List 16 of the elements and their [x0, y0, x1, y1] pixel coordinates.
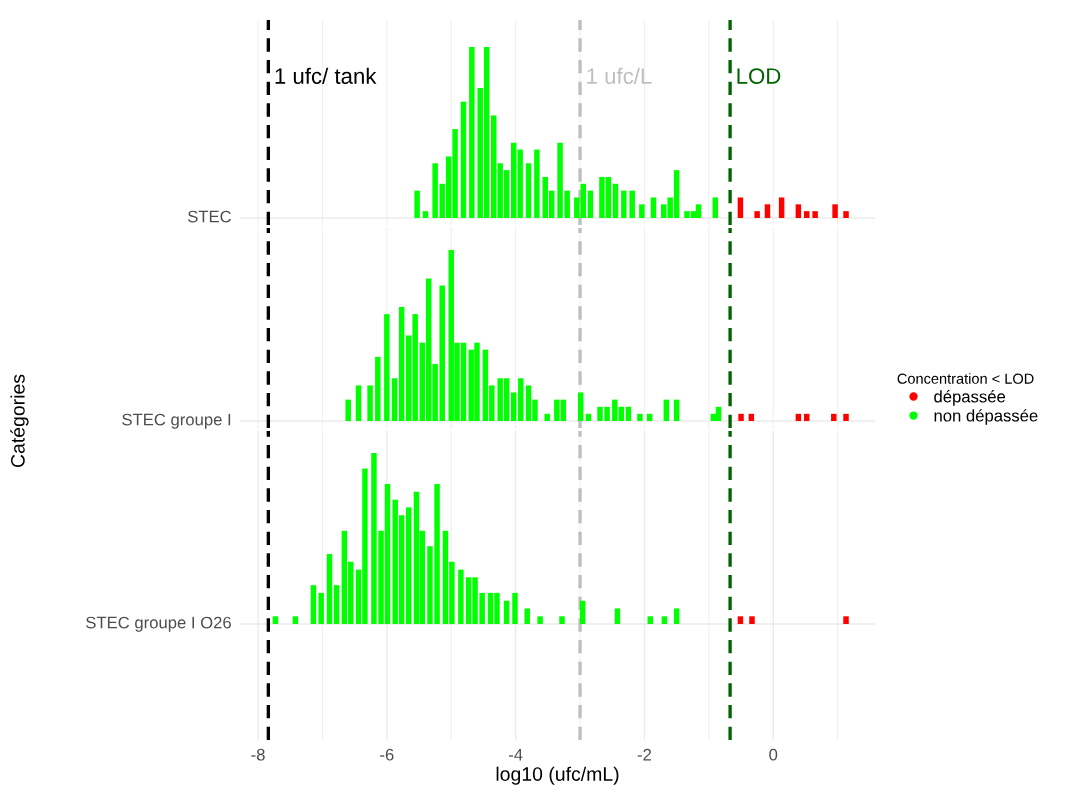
text: STEC groupe I [122, 413, 231, 429]
x-axis-title: log10 (ufc/mL) [496, 766, 619, 785]
ref-line-label: 1 ufc/L [587, 67, 652, 84]
x-tick-label: 0 [769, 748, 778, 761]
text: STEC groupe I O26 [86, 616, 231, 632]
y-axis-title: Catégories [10, 374, 29, 468]
x-tick-label: -8 [251, 748, 265, 761]
legend-label: dépassée [934, 390, 1006, 406]
legend-title: Concentration < LOD [897, 373, 1034, 384]
legend-label: non dépassée [934, 409, 1038, 425]
text: STEC [187, 210, 232, 223]
x-tick-label: -6 [380, 748, 394, 761]
ref-line-label: 1 ufc/ tank [275, 67, 377, 84]
x-tick-label: -2 [637, 748, 652, 761]
x-tick-label: -4 [508, 748, 523, 761]
ref-line-label: LOD [737, 68, 781, 84]
